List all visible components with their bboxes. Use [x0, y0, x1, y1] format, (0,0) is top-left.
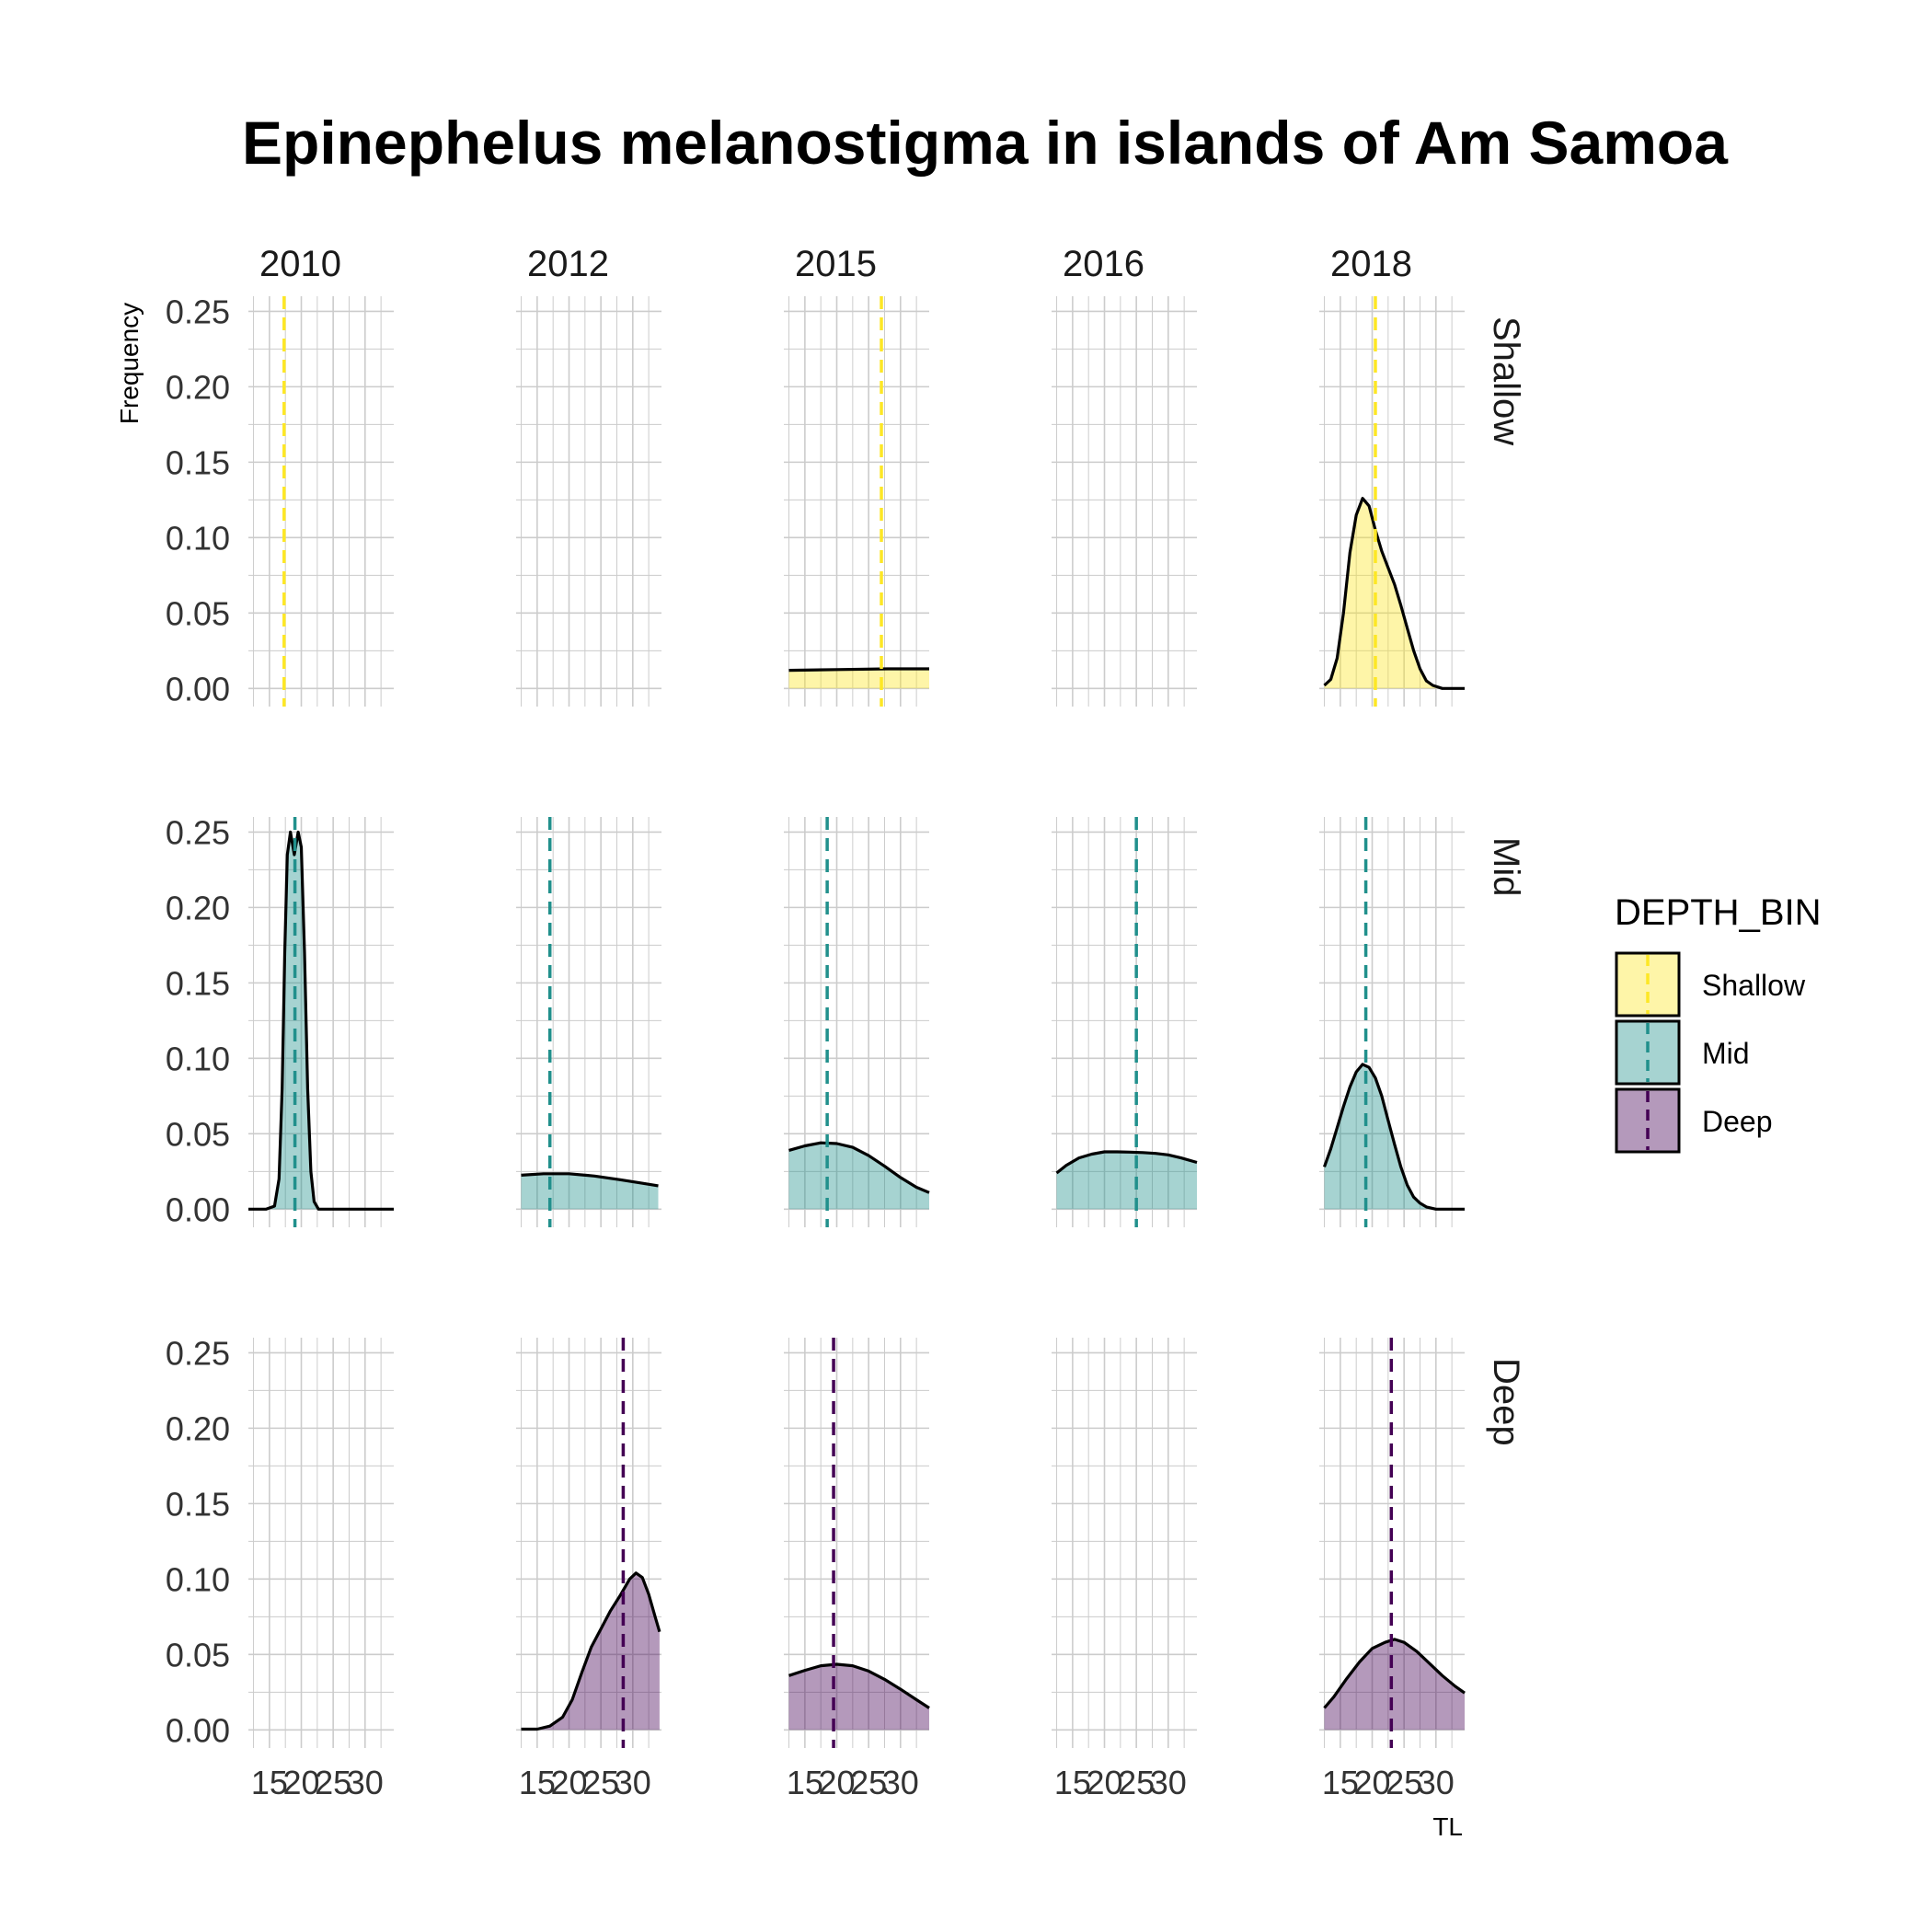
density-line	[1322, 1063, 1465, 1211]
legend-label: Mid	[1702, 1037, 1750, 1070]
density-line	[521, 1571, 661, 1731]
x-tick-label: 15	[1322, 1764, 1359, 1801]
x-axis-title: TL	[1432, 1812, 1463, 1841]
legend-item-shallow: Shallow	[1615, 951, 1806, 1018]
density-line	[1323, 1638, 1466, 1709]
x-tick-label: 25	[1118, 1764, 1155, 1801]
x-tick-label: 30	[347, 1764, 384, 1801]
density-area	[1324, 1064, 1465, 1210]
x-tick-label: 15	[1054, 1764, 1091, 1801]
strip-label-2010: 2010	[259, 244, 341, 284]
strip-label-2016: 2016	[1063, 244, 1144, 284]
panel-mid-2010: 0.00 0.05 0.10 0.15 0.20 0.25	[166, 813, 394, 1228]
y-tick-label: 0.10	[166, 1560, 230, 1598]
y-tick-label: 0.05	[166, 1636, 230, 1673]
legend-item-deep: Deep	[1615, 1087, 1773, 1154]
panel-mid-2015	[784, 817, 930, 1227]
y-tick-label: 0.05	[166, 594, 230, 632]
strip-label-2015: 2015	[795, 244, 877, 284]
density-area	[1324, 1639, 1465, 1731]
y-tick-label: 0.15	[166, 1485, 230, 1523]
density-line	[521, 1172, 659, 1188]
legend-title: DEPTH_BIN	[1615, 892, 1822, 933]
density-area	[788, 1143, 929, 1210]
legend: DEPTH_BIN Shallow Mid Deep	[1615, 892, 1822, 1154]
density-area	[788, 669, 929, 689]
density-line	[788, 1662, 930, 1709]
y-tick-label: 0.25	[166, 1334, 230, 1372]
density-area	[1324, 498, 1465, 689]
y-tick-label: 0.15	[166, 443, 230, 481]
x-tick-label: 25	[850, 1764, 887, 1801]
x-tick-label: 15	[519, 1764, 556, 1801]
strip-label-mid: Mid	[1486, 837, 1526, 896]
y-tick-label: 0.20	[166, 889, 230, 926]
density-area	[521, 1173, 659, 1210]
y-tick-label: 0.25	[166, 813, 230, 851]
x-tick-label: 20	[1086, 1764, 1122, 1801]
density-line	[1323, 497, 1465, 690]
panel-mid-2018	[1319, 817, 1465, 1227]
x-tick-label: 25	[582, 1764, 619, 1801]
strip-label-2012: 2012	[527, 244, 609, 284]
y-tick-label: 0.00	[166, 1190, 230, 1228]
facet-panels: 0.00 0.05 0.10 0.15 0.20 0.25 0.00 0.05 0.10 0.15…	[166, 293, 1466, 1801]
density-area	[1056, 1152, 1197, 1210]
legend-label: Shallow	[1702, 969, 1806, 1002]
y-tick-label: 0.10	[166, 519, 230, 557]
chart-title: Epinephelus melanostigma in islands of A…	[242, 109, 1729, 177]
x-tick-label: 25	[1386, 1764, 1422, 1801]
y-tick-label: 0.05	[166, 1115, 230, 1153]
panel-mid-2016	[1052, 817, 1198, 1227]
x-tick-label: 20	[282, 1764, 319, 1801]
strip-label-deep: Deep	[1486, 1358, 1526, 1446]
y-tick-label: 0.00	[166, 1711, 230, 1749]
x-tick-label: 15	[251, 1764, 288, 1801]
facet-strips: 2010 2012 2015 2016 2018 Shallow Mid Deep	[259, 244, 1526, 1446]
density-area	[248, 832, 394, 1210]
panel-shallow-2016	[1052, 296, 1197, 707]
density-line	[788, 667, 929, 673]
density-line	[1055, 1150, 1198, 1175]
strip-label-2018: 2018	[1330, 244, 1412, 284]
panel-shallow-2010: 0.00 0.05 0.10 0.15 0.20 0.25	[166, 293, 394, 707]
y-tick-label: 0.20	[166, 368, 230, 406]
legend-label: Deep	[1702, 1105, 1773, 1138]
x-tick-label: 30	[615, 1764, 651, 1801]
y-tick-label: 0.00	[166, 670, 230, 707]
legend-item-mid: Mid	[1615, 1019, 1750, 1086]
panel-shallow-2012	[516, 296, 661, 707]
panel-shallow-2015	[784, 296, 929, 707]
y-tick-label: 0.15	[166, 964, 230, 1002]
panel-shallow-2018	[1319, 296, 1465, 707]
density-line	[788, 1141, 930, 1194]
x-tick-label: 20	[818, 1764, 855, 1801]
y-tick-label: 0.10	[166, 1040, 230, 1077]
x-tick-label: 30	[882, 1764, 919, 1801]
y-tick-label: 0.20	[166, 1409, 230, 1447]
y-tick-label: 0.25	[166, 293, 230, 330]
x-tick-label: 20	[1353, 1764, 1390, 1801]
y-axis-title: Frequency	[115, 303, 144, 424]
x-tick-label: 30	[1418, 1764, 1455, 1801]
panel-mid-2012	[516, 817, 661, 1227]
x-tick-label: 30	[1150, 1764, 1187, 1801]
strip-label-shallow: Shallow	[1486, 316, 1526, 445]
density-area	[788, 1664, 929, 1731]
x-tick-label: 15	[787, 1764, 823, 1801]
x-tick-label: 25	[315, 1764, 351, 1801]
x-tick-label: 20	[550, 1764, 587, 1801]
